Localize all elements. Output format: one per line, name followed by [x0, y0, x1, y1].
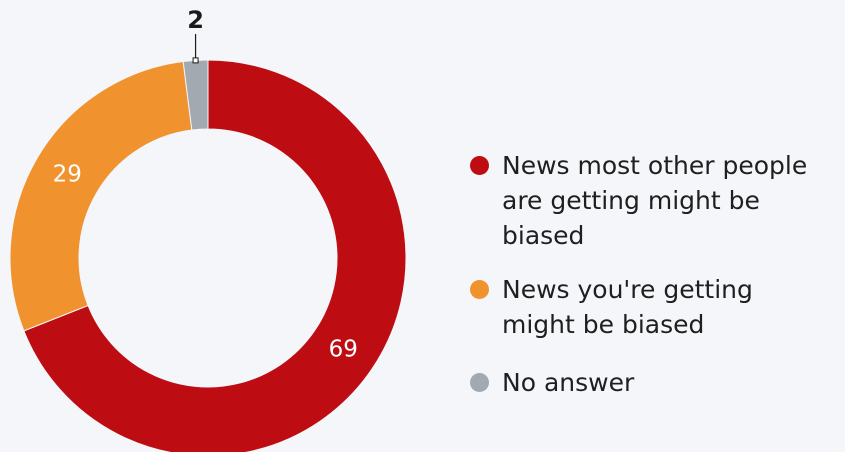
- data-label-news-most-other-people-are-getting-might-be-biased: 69: [329, 336, 358, 362]
- legend-item-others-biased: News most other people are getting might…: [470, 148, 845, 253]
- callout-marker: [192, 57, 199, 64]
- donut-slice-no-answer: [182, 59, 209, 131]
- donut-slice-news-you-re-getting-might-be-biased: [9, 61, 193, 332]
- data-labels: 69 29 2: [53, 6, 358, 362]
- donut-slice-news-most-other-people-are-getting-might-be-biased: [23, 59, 407, 452]
- legend-item-you-biased: News you're getting might be biased: [470, 272, 845, 342]
- data-label-news-you-re-getting-might-be-biased: 29: [53, 161, 82, 187]
- legend-item-no-answer: No answer: [470, 365, 845, 400]
- legend-swatch-no-answer: [470, 373, 489, 392]
- data-label-no-answer: 2: [187, 6, 204, 34]
- legend-label-you-biased: News you're getting might be biased: [502, 275, 753, 339]
- chart-legend: News most other people are getting might…: [470, 148, 845, 419]
- legend-swatch-you-biased: [470, 280, 489, 299]
- legend-label-others-biased: News most other people are getting might…: [502, 151, 808, 250]
- donut-slices: [9, 59, 407, 452]
- legend-label-no-answer: No answer: [502, 368, 635, 397]
- legend-swatch-others-biased: [470, 156, 489, 175]
